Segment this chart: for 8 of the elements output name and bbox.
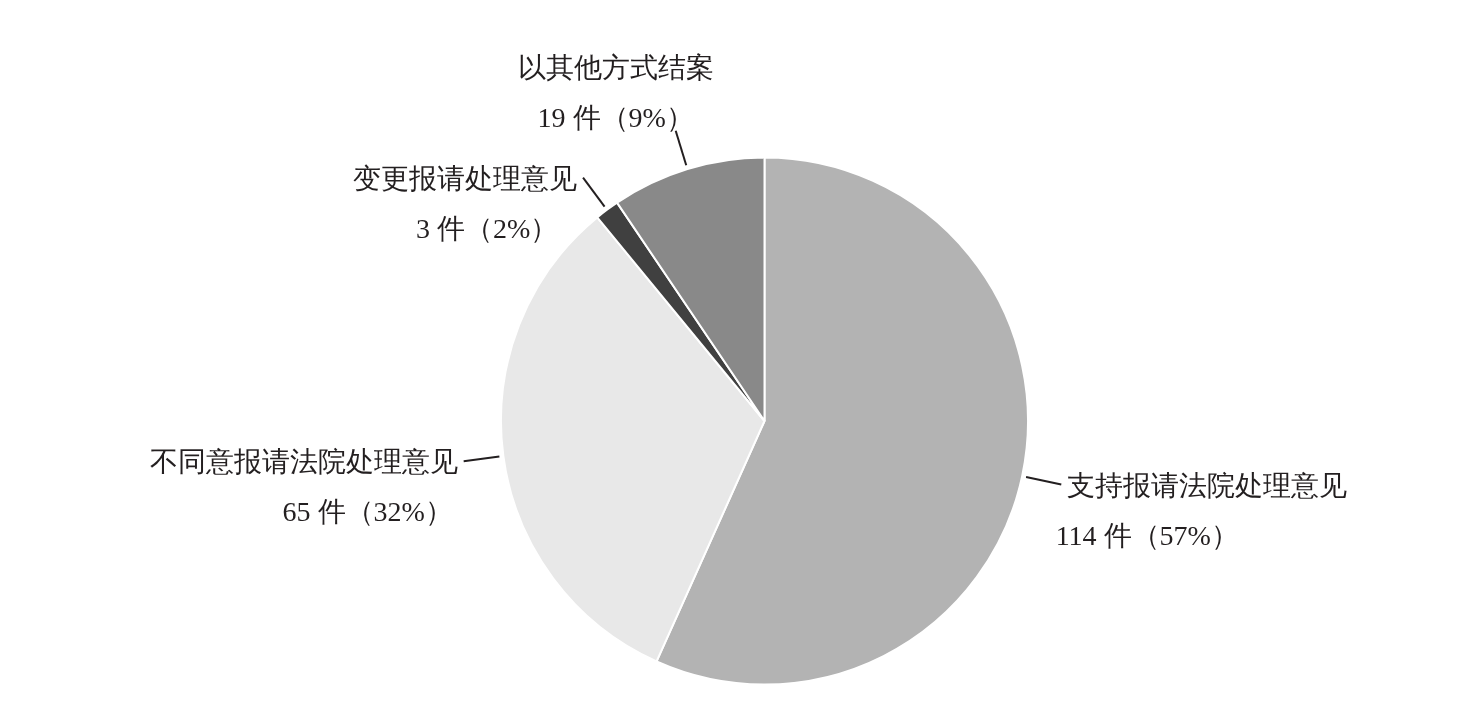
data-label: 114 件（57%） xyxy=(1055,519,1239,551)
slice-label: 不同意报请法院处理意见 xyxy=(149,446,458,478)
data-label: 3 件（2%） xyxy=(415,212,559,244)
data-label: 19 件（9%） xyxy=(537,101,694,133)
data-label: 65 件（32%） xyxy=(282,496,453,528)
slice-label: 支持报请法院处理意见 xyxy=(1067,469,1348,501)
slice-label: 以其他方式结案 xyxy=(517,51,714,83)
slice-label: 变更报请处理意见 xyxy=(353,162,578,194)
